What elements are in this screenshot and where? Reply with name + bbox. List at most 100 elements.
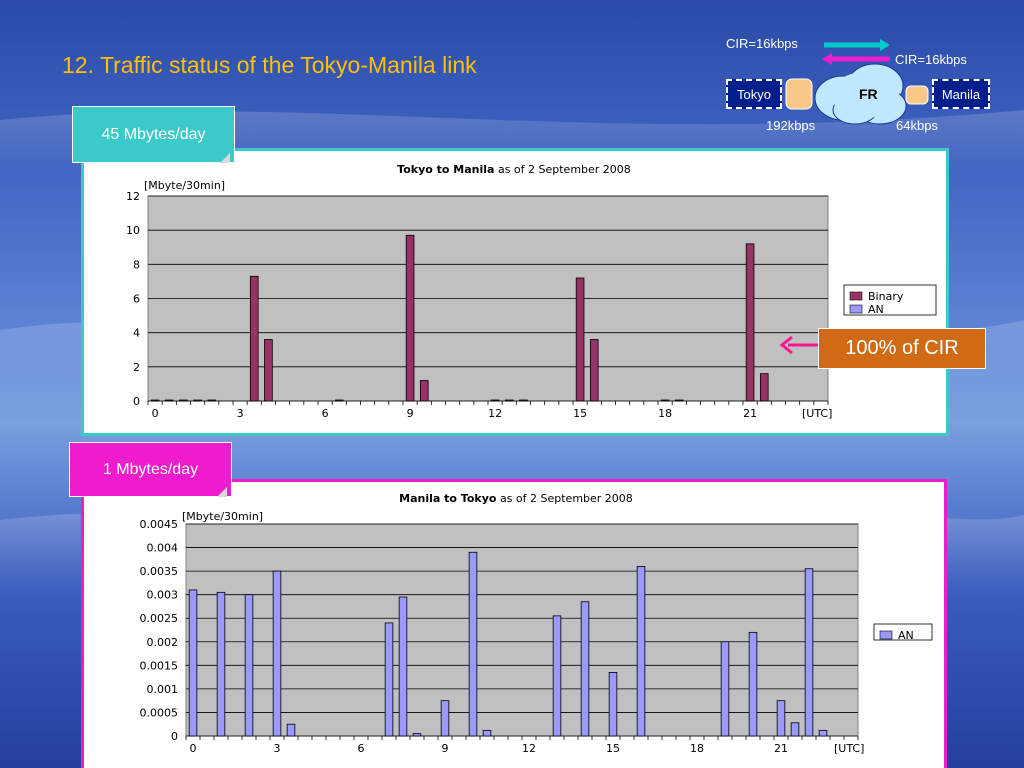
x-axis-unit-label: [UTC]: [834, 742, 864, 755]
x-axis-unit-label: [UTC]: [802, 407, 832, 420]
y-tick-label: 0.0025: [140, 612, 179, 625]
y-tick-label: 0.0045: [140, 518, 179, 531]
tokyo-to-manila-chart-frame: Tokyo to Manila as of 2 September 2008 [M…: [81, 148, 949, 436]
bar-binary: [419, 380, 429, 402]
bar-an: [636, 566, 646, 737]
x-tick-label: 12: [488, 407, 502, 420]
manila-to-tokyo-chart-frame: Manila to Tokyo as of 2 September 2008 [M…: [81, 479, 947, 768]
bar-an: [398, 596, 408, 737]
y-tick-label: 0.0015: [140, 659, 179, 672]
x-tick-label: 15: [606, 742, 620, 755]
bar-an: [580, 601, 590, 737]
bar-an: [608, 671, 618, 737]
legend-swatch-an: [879, 630, 893, 640]
bar-an: [790, 722, 800, 737]
y-tick-label: 0: [133, 395, 140, 408]
x-tick-label: 15: [573, 407, 587, 420]
bar-an: [216, 591, 226, 737]
bar-binary: [674, 399, 684, 402]
y-axis-unit-label: [Mbyte/30min]: [144, 179, 225, 192]
bar-binary: [334, 399, 344, 402]
tokyo-speed-label: 192kbps: [766, 118, 816, 133]
manila-to-tokyo-chart: Manila to Tokyo as of 2 September 2008 [M…: [140, 492, 933, 755]
chart-title: Tokyo to Manila as of 2 September 2008: [397, 163, 631, 176]
x-tick-label: 9: [407, 407, 414, 420]
callout-arrow-icon: [779, 335, 818, 355]
tokyo-node: Tokyo: [726, 79, 782, 109]
network-diagram: CIR=16kbps CIR=16kbps Tokyo Manila FR 19…: [700, 30, 1024, 140]
y-tick-label: 0.001: [147, 683, 179, 696]
bar-an: [552, 615, 562, 737]
network-graphics: [785, 39, 929, 125]
y-tick-label: 4: [133, 327, 140, 340]
bar-an: [412, 733, 422, 737]
slide-title: 12. Traffic status of the Tokyo-Manila l…: [62, 52, 477, 78]
bar-binary: [519, 399, 528, 402]
bar-an: [440, 700, 450, 737]
legend-label-binary: Binary: [868, 290, 904, 303]
tokyo-volume-label: 45 Mbytes/day: [72, 106, 235, 163]
tokyo-router-icon: [785, 78, 813, 110]
bar-binary: [504, 399, 514, 402]
cir-right-label: CIR=16kbps: [895, 52, 967, 67]
manila-router-icon: [905, 85, 929, 105]
y-tick-label: 0.0035: [140, 565, 179, 578]
fr-cloud-label: FR: [859, 86, 878, 102]
y-tick-label: 0.003: [147, 589, 179, 602]
bar-binary: [745, 243, 755, 402]
bar-binary: [249, 275, 259, 402]
legend-label-an: AN: [898, 629, 914, 642]
cir-top-label: CIR=16kbps: [726, 36, 798, 51]
bar-binary: [164, 399, 174, 402]
bar-binary: [575, 277, 585, 402]
x-tick-label: 18: [690, 742, 704, 755]
x-tick-label: 21: [774, 742, 788, 755]
y-axis-unit-label: [Mbyte/30min]: [182, 510, 263, 523]
y-tick-label: 2: [133, 361, 140, 374]
x-tick-label: 18: [658, 407, 672, 420]
bar-an: [286, 723, 296, 737]
x-tick-label: 6: [322, 407, 329, 420]
bar-binary: [490, 399, 500, 402]
bar-an: [188, 589, 198, 737]
legend-swatch-an: [849, 304, 863, 314]
cir-arrow-left-head: [822, 53, 832, 65]
x-tick-label: 9: [442, 742, 449, 755]
cir-arrow-right-head: [880, 39, 890, 51]
x-tick-label: 3: [237, 407, 244, 420]
x-tick-label: 21: [743, 407, 757, 420]
fr-cloud-icon: [814, 63, 907, 125]
bar-an: [244, 594, 254, 737]
x-tick-label: 3: [274, 742, 281, 755]
plot-area: [185, 523, 859, 737]
y-tick-label: 0.004: [147, 542, 179, 555]
x-tick-label: 0: [190, 742, 197, 755]
bar-binary: [660, 399, 670, 402]
bar-an: [384, 622, 394, 737]
bar-an: [468, 551, 478, 737]
bar-binary: [405, 234, 415, 402]
y-tick-label: 0.002: [147, 636, 179, 649]
y-tick-label: 0.0005: [140, 706, 179, 719]
bar-binary: [179, 399, 188, 402]
bar-an: [748, 631, 758, 737]
bar-binary: [207, 399, 217, 402]
manila-volume-label: 1 Mbytes/day: [69, 442, 232, 497]
x-tick-label: 6: [358, 742, 365, 755]
bar-an: [272, 570, 282, 737]
bar-binary: [193, 399, 202, 402]
x-tick-label: 12: [522, 742, 536, 755]
y-tick-label: 8: [133, 258, 140, 271]
y-tick-label: 12: [126, 190, 140, 203]
bar-binary: [264, 339, 273, 402]
y-tick-label: 6: [133, 293, 140, 306]
tokyo-to-manila-chart: Tokyo to Manila as of 2 September 2008 [M…: [126, 163, 937, 420]
bar-an: [482, 729, 492, 737]
bar-binary: [150, 399, 160, 402]
cir-callout: 100% of CIR: [818, 328, 986, 369]
x-tick-label: 0: [152, 407, 159, 420]
bar-an: [804, 568, 814, 737]
bar-an: [818, 729, 828, 737]
bar-binary: [589, 339, 599, 402]
bar-an: [776, 700, 786, 737]
